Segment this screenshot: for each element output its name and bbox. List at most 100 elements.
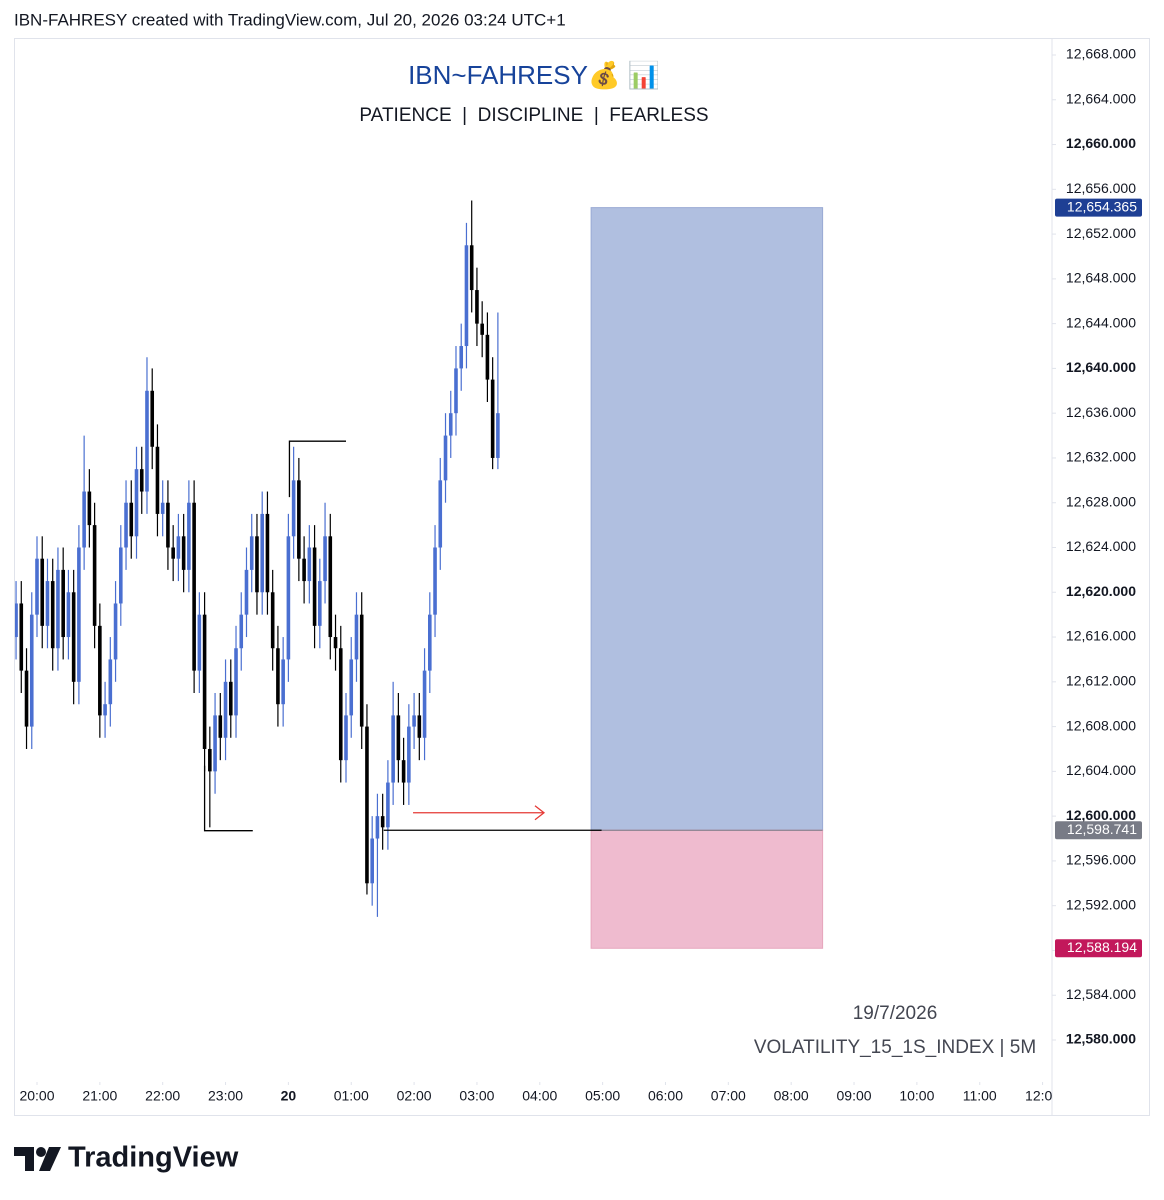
candle-body: [433, 547, 437, 615]
candle-body: [270, 592, 275, 649]
x-tick-label: 01:00: [334, 1088, 369, 1104]
y-tick-label: 12,652.000: [1066, 225, 1136, 241]
candle-body: [438, 480, 443, 548]
x-tick-label: 23:00: [208, 1088, 243, 1104]
candle-body: [428, 614, 432, 671]
loss-zone: [590, 829, 824, 949]
y-tick-label: 12,632.000: [1066, 449, 1136, 465]
time-axis: 20:00 21:00 22:00 23:00 20 01:00 02:00 03:00 04:…: [19, 1082, 1052, 1104]
candle-body: [176, 536, 181, 559]
candle-body: [103, 704, 107, 716]
y-tick-label: 12,640.000: [1066, 359, 1136, 375]
candle-body: [87, 491, 92, 526]
candle-body: [66, 592, 71, 638]
candle-body: [448, 413, 453, 436]
candle-body: [380, 816, 385, 828]
candle-body: [302, 558, 306, 582]
candle-body: [375, 816, 380, 839]
candle-body: [24, 670, 29, 727]
candle-body: [475, 290, 479, 324]
candle-body: [249, 536, 254, 570]
candle-body: [61, 569, 65, 638]
candle-body: [260, 513, 265, 593]
x-tick-label: 05:00: [585, 1088, 620, 1104]
price-label-bg: [1055, 198, 1142, 217]
candle-body: [265, 513, 270, 593]
candle-body: [318, 581, 322, 626]
candle-body: [218, 715, 223, 738]
y-tick-label: 12,644.000: [1066, 314, 1136, 330]
price-label: 12,588.194: [1067, 939, 1137, 955]
candle-body: [354, 614, 359, 660]
candle-body: [124, 502, 128, 548]
y-tick-label: 12,628.000: [1066, 493, 1136, 509]
candle-body: [171, 547, 175, 559]
candle-body: [454, 368, 458, 414]
candle-body: [35, 558, 39, 615]
candle-body: [155, 446, 160, 514]
candle-body: [228, 681, 233, 716]
candle-body: [276, 648, 280, 705]
x-tick-label: 04:00: [522, 1088, 557, 1104]
candle-body: [370, 838, 374, 884]
price-label-bg: [1055, 821, 1142, 840]
candle-body: [359, 614, 364, 727]
candle-body: [181, 536, 186, 570]
y-tick-label: 12,668.000: [1066, 46, 1136, 62]
price-label-bg: [1055, 939, 1142, 958]
y-tick-label: 12,636.000: [1066, 404, 1136, 420]
y-tick-label: 12,660.000: [1066, 135, 1136, 151]
trend-line: [288, 440, 347, 498]
candle-body: [113, 603, 118, 660]
candle-body: [323, 536, 327, 582]
chart-title: IBN~FAHRESY💰 📊: [408, 60, 660, 91]
x-tick-label: 10:00: [899, 1088, 934, 1104]
x-tick-label: 06:00: [648, 1088, 683, 1104]
candle-body: [459, 346, 464, 369]
candle-body: [469, 245, 474, 291]
candle-body: [307, 547, 312, 582]
candle-body: [118, 547, 123, 604]
candle-body: [77, 547, 81, 682]
watermark-symbol: VOLATILITY_15_1S_INDEX | 5M: [754, 1037, 1036, 1058]
logo-mark: [36, 1147, 46, 1157]
logo-text: TradingView: [68, 1142, 239, 1174]
price-label: 12,598.741: [1067, 821, 1137, 837]
candle-body: [401, 760, 406, 783]
candle-body: [286, 536, 291, 660]
candle-body: [187, 502, 191, 570]
y-tick-label: 12,580.000: [1066, 1031, 1136, 1047]
candle-body: [223, 681, 228, 738]
y-tick-label: 12,592.000: [1066, 896, 1136, 912]
candle-body: [485, 334, 490, 380]
candle-body: [312, 547, 317, 626]
candle-body: [338, 648, 343, 761]
candle-body: [160, 502, 165, 514]
plot-area: [15, 200, 824, 949]
candle-body: [422, 670, 427, 738]
x-tick-label: 08:00: [774, 1088, 809, 1104]
arrow-head: [534, 805, 546, 821]
y-tick-label: 12,584.000: [1066, 986, 1136, 1002]
y-tick-label: 12,664.000: [1066, 90, 1136, 106]
candle-body: [386, 782, 390, 828]
candle-body: [192, 502, 196, 671]
watermark-date: 19/7/2026: [853, 1003, 938, 1024]
candle-body: [328, 536, 333, 638]
candle-body: [56, 569, 60, 649]
candle-body: [129, 502, 134, 537]
x-tick-label: 03:00: [459, 1088, 494, 1104]
candle-body: [98, 625, 102, 716]
y-tick-label: 12,656.000: [1066, 180, 1136, 196]
profit-zone: [590, 207, 824, 831]
x-tick-label: 20: [281, 1088, 297, 1104]
candle-body: [443, 435, 448, 481]
candle-body: [213, 715, 217, 772]
candle-body: [255, 536, 259, 593]
candle-body: [145, 390, 149, 492]
y-tick-label: 12,600.000: [1066, 807, 1136, 823]
candle-body: [297, 480, 301, 559]
candle-body: [391, 715, 395, 783]
